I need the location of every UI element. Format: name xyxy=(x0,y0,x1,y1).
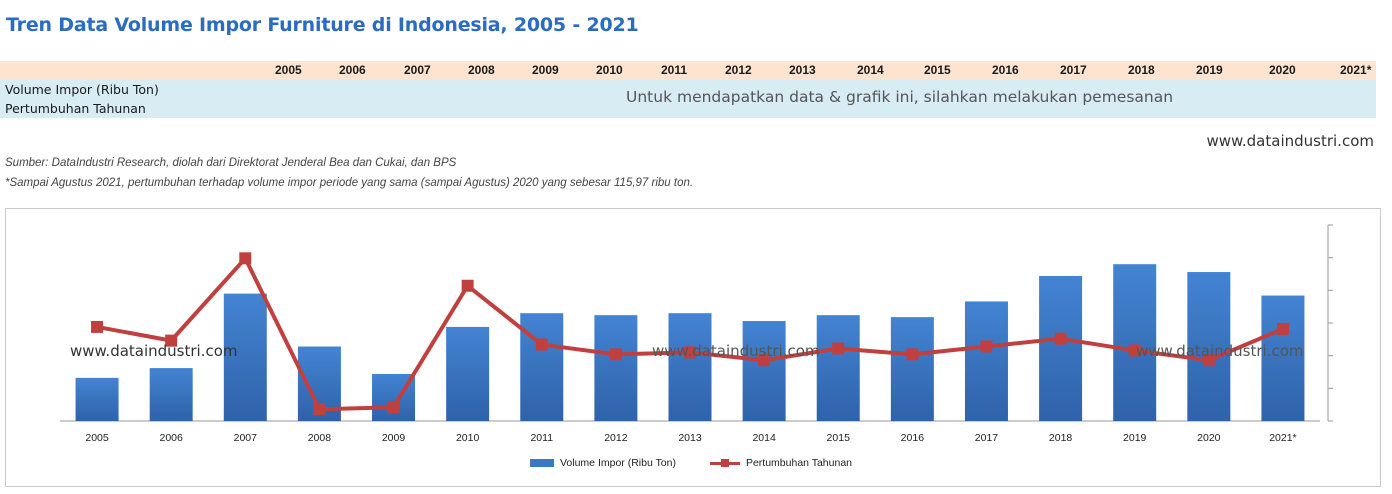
x-tick-label: 2017 xyxy=(975,432,999,444)
line-point xyxy=(91,320,104,333)
table-header-year: 2016 xyxy=(992,63,1019,77)
table-header-year: 2020 xyxy=(1269,63,1296,77)
bar xyxy=(890,317,934,421)
table-header-year: 2011 xyxy=(661,63,688,77)
table-header-year: 2006 xyxy=(339,63,366,77)
source-note: Sumber: DataIndustri Research, diolah da… xyxy=(5,157,457,169)
table-header-year: 2018 xyxy=(1128,63,1155,77)
bar xyxy=(816,315,860,421)
table-header-year: 2010 xyxy=(596,63,623,77)
line-point xyxy=(609,348,622,361)
x-tick-label: 2008 xyxy=(308,432,332,444)
watermark-2: www.dataindustri.com xyxy=(652,342,820,360)
line-point xyxy=(313,403,326,416)
table-header-year: 2013 xyxy=(789,63,816,77)
bar xyxy=(223,293,267,421)
legend-swatch-bar xyxy=(530,459,554,467)
table-header-year: 2007 xyxy=(404,63,431,77)
table-header-year: 2014 xyxy=(857,63,884,77)
data-table: 2005 2006 2007 2008 2009 2010 2011 2012 2013 2014… xyxy=(0,61,1376,118)
bar xyxy=(1187,272,1231,421)
line-point xyxy=(461,279,474,292)
bar xyxy=(520,313,564,421)
line-point xyxy=(1054,332,1067,345)
bar xyxy=(668,313,712,421)
bar xyxy=(75,377,119,421)
table-header-year: 2021* xyxy=(1340,63,1372,77)
bar xyxy=(594,315,638,421)
table-header-year: 2005 xyxy=(275,63,302,77)
x-tick-label: 2007 xyxy=(234,432,258,444)
line-point xyxy=(239,252,252,265)
x-tick-label: 2019 xyxy=(1123,432,1147,444)
table-header-year: 2012 xyxy=(725,63,752,77)
line-point xyxy=(387,401,400,414)
x-tick-label: 2021* xyxy=(1269,432,1296,444)
table-header-year: 2009 xyxy=(532,63,559,77)
x-tick-label: 2006 xyxy=(159,432,183,444)
table-header-year: 2008 xyxy=(468,63,495,77)
bar xyxy=(964,301,1008,421)
x-tick-label: 2015 xyxy=(827,432,851,444)
line-point xyxy=(980,340,993,353)
x-tick-label: 2012 xyxy=(604,432,628,444)
bar xyxy=(446,326,490,421)
x-tick-label: 2018 xyxy=(1049,432,1073,444)
x-tick-label: 2020 xyxy=(1197,432,1221,444)
line-point xyxy=(684,346,696,359)
website-label[interactable]: www.dataindustri.com xyxy=(1206,132,1374,150)
legend-label-volume: Volume Impor (Ribu Ton) xyxy=(560,457,676,469)
watermark-3: www.dataindustri.com xyxy=(1136,342,1304,360)
table-header-row: 2005 2006 2007 2008 2009 2010 2011 2012 2013 2014… xyxy=(0,61,1376,80)
row-label-volume: Volume Impor (Ribu Ton) xyxy=(5,82,159,97)
x-tick-label: 2013 xyxy=(678,432,702,444)
line-point xyxy=(1202,354,1215,367)
line-point xyxy=(535,338,548,351)
x-tick-label: 2011 xyxy=(530,432,553,444)
line-point xyxy=(165,334,178,347)
bar xyxy=(1113,264,1157,421)
table-header-year: 2019 xyxy=(1196,63,1223,77)
watermark-1: www.dataindustri.com xyxy=(70,342,238,360)
x-tick-label: 2005 xyxy=(85,432,109,444)
table-header-year: 2017 xyxy=(1060,63,1087,77)
legend-label-growth: Pertumbuhan Tahunan xyxy=(745,457,853,469)
row-label-growth: Pertumbuhan Tahunan xyxy=(5,101,146,116)
order-note: Untuk mendapatkan data & grafik ini, sil… xyxy=(626,88,1174,106)
line-point xyxy=(832,342,845,355)
line-point xyxy=(758,354,771,367)
bar xyxy=(1039,275,1083,421)
chart-legend: Volume Impor (Ribu Ton) Pertumbuhan Tahu… xyxy=(530,457,852,469)
bar xyxy=(1261,295,1305,421)
bar xyxy=(149,368,193,421)
x-tick-label: 2010 xyxy=(456,432,480,444)
table-body: Volume Impor (Ribu Ton) Pertumbuhan Tahu… xyxy=(0,80,1376,118)
x-tick-label: 2014 xyxy=(752,432,776,444)
line-point xyxy=(1128,344,1141,357)
bar xyxy=(742,321,786,421)
legend-swatch-line xyxy=(709,458,740,468)
page-title: Tren Data Volume Impor Furniture di Indo… xyxy=(6,14,639,36)
footnote: *Sampai Agustus 2021, pertumbuhan terhad… xyxy=(5,177,694,189)
line-point xyxy=(906,348,919,361)
table-header-year: 2015 xyxy=(924,63,951,77)
x-tick-label: 2009 xyxy=(382,432,406,444)
line-point xyxy=(1276,322,1289,335)
x-tick-label: 2016 xyxy=(901,432,925,444)
